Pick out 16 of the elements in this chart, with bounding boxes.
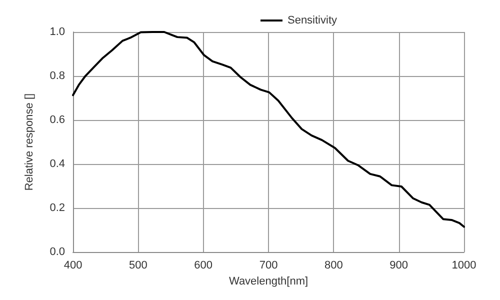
- x-tick-label: 1000: [452, 260, 476, 272]
- y-axis-title: Relative response []: [24, 93, 36, 191]
- y-tick-label: 0.2: [50, 202, 65, 214]
- y-tick-label: 0.8: [50, 70, 65, 82]
- x-axis-title: Wavelength[nm]: [228, 276, 308, 288]
- legend-label: Sensitivity: [287, 14, 338, 26]
- y-tick-label: 0.0: [50, 246, 65, 258]
- x-tick-label: 500: [128, 260, 148, 272]
- y-tick-label: 0.6: [50, 114, 65, 126]
- x-tick-label: 700: [259, 260, 278, 272]
- x-tick-label: 400: [64, 260, 82, 272]
- x-tick-label: 900: [390, 260, 408, 272]
- y-tick-label: 1.0: [50, 26, 65, 38]
- y-tick-label: 0.4: [50, 158, 65, 170]
- x-tick-label: 800: [324, 260, 343, 272]
- x-tick-label: 600: [194, 260, 213, 272]
